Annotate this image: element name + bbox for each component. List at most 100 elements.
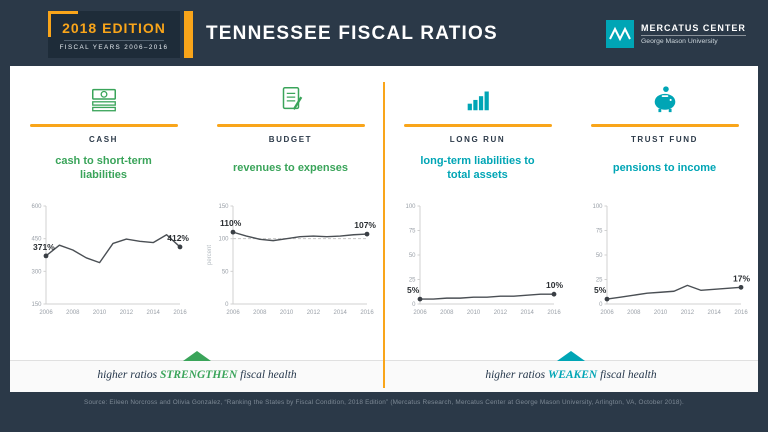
svg-text:2016: 2016: [173, 310, 187, 316]
metric-title: revenues to expenses: [233, 162, 348, 175]
fiscal-years-label: FISCAL YEARS 2006–2016: [59, 44, 169, 51]
category-label: BUDGET: [268, 135, 313, 144]
svg-text:100: 100: [218, 237, 229, 243]
svg-text:2010: 2010: [653, 310, 667, 316]
svg-text:10%: 10%: [545, 280, 562, 290]
svg-text:2012: 2012: [493, 310, 507, 316]
svg-text:2014: 2014: [333, 310, 347, 316]
svg-text:50: 50: [408, 253, 415, 259]
edition-divider: [64, 40, 164, 41]
half-divider: [383, 82, 385, 388]
svg-text:2010: 2010: [279, 310, 293, 316]
logo-subtitle: George Mason University: [641, 35, 746, 45]
footnote-text: fiscal health: [237, 369, 297, 381]
svg-text:25: 25: [595, 278, 602, 284]
svg-text:100: 100: [405, 204, 416, 210]
mercatus-logo-icon: [606, 20, 634, 48]
svg-text:2008: 2008: [627, 310, 641, 316]
bar-chart-icon: [384, 84, 571, 114]
weaken-footnote: higher ratios WEAKEN fiscal health: [384, 369, 758, 381]
strengthen-pointer: [183, 351, 211, 361]
svg-text:25: 25: [408, 278, 415, 284]
svg-text:412%: 412%: [167, 233, 189, 243]
svg-text:2012: 2012: [306, 310, 320, 316]
column-cash: CASH cash to short-term liabilities 150 3…: [10, 66, 197, 360]
svg-text:150: 150: [218, 204, 229, 210]
yellow-accent-bar: [184, 11, 193, 58]
mercatus-logo: MERCATUS CENTER George Mason University: [606, 20, 746, 48]
svg-text:17%: 17%: [732, 273, 749, 283]
column-underline: [29, 124, 178, 127]
svg-text:2006: 2006: [39, 310, 53, 316]
svg-text:2008: 2008: [66, 310, 80, 316]
svg-text:2006: 2006: [413, 310, 427, 316]
svg-text:2014: 2014: [707, 310, 721, 316]
svg-text:100: 100: [592, 204, 603, 210]
svg-text:2008: 2008: [440, 310, 454, 316]
svg-text:5%: 5%: [594, 285, 607, 295]
source-citation: Source: Eileen Norcross and Olivia Gonza…: [84, 399, 684, 406]
svg-text:2016: 2016: [360, 310, 374, 316]
column-underline: [216, 124, 365, 127]
svg-text:2012: 2012: [680, 310, 694, 316]
svg-text:2006: 2006: [226, 310, 240, 316]
svg-text:50: 50: [595, 253, 602, 259]
category-label: LONG RUN: [449, 135, 506, 144]
svg-text:600: 600: [31, 204, 42, 210]
trust-fund-ratio-chart: 0 25 50 75 100 2006 2008 2010 2012 2014 2016 5% 17%: [592, 204, 750, 316]
svg-text:2006: 2006: [600, 310, 614, 316]
strengthen-word: STRENGTHEN: [159, 369, 238, 381]
page-title: TENNESSEE FISCAL RATIOS: [206, 23, 498, 44]
corner-accent: [48, 11, 51, 37]
column-trust-fund: TRUST FUND pensions to income 0 25 50 75 100…: [571, 66, 758, 360]
edition-label: 2018 EDITION: [62, 20, 166, 36]
logo-name: MERCATUS CENTER: [641, 23, 746, 33]
weaken-word: WEAKEN: [547, 369, 598, 381]
footnote-text: higher ratios: [485, 369, 548, 381]
svg-text:50: 50: [221, 269, 228, 275]
long-run-ratio-chart: 0 25 50 75 100 2006 2008 2010 2012 2014 2016 5% 10%: [405, 204, 563, 316]
svg-text:2012: 2012: [119, 310, 133, 316]
svg-text:300: 300: [31, 269, 42, 275]
svg-text:450: 450: [31, 237, 42, 243]
svg-text:2016: 2016: [734, 310, 748, 316]
budget-icon: [197, 84, 384, 114]
column-underline: [403, 124, 552, 127]
svg-text:0: 0: [225, 302, 229, 308]
cash-ratio-chart: 150 300 450 600 2006 2008 2010 2012 2014 2016 371%…: [31, 204, 189, 316]
footnote-text: fiscal health: [597, 369, 657, 381]
corner-accent: [48, 11, 78, 14]
svg-text:5%: 5%: [407, 285, 420, 295]
svg-text:0: 0: [412, 302, 416, 308]
edition-box: 2018 EDITION FISCAL YEARS 2006–2016: [48, 11, 180, 58]
svg-text:110%: 110%: [220, 218, 242, 228]
cash-icon: [10, 84, 197, 114]
svg-text:107%: 107%: [354, 220, 376, 230]
svg-text:75: 75: [408, 229, 415, 235]
svg-text:371%: 371%: [33, 242, 55, 252]
weaken-pointer: [557, 351, 585, 361]
svg-text:2010: 2010: [92, 310, 106, 316]
budget-ratio-chart: 0 50 100 150 2006 2008 2010 2012 2014 2016 percent…: [207, 204, 376, 316]
piggy-bank-icon: [571, 84, 758, 114]
metric-title: pensions to income: [612, 162, 717, 175]
metric-title: cash to short-term liabilities: [55, 155, 152, 181]
category-label: CASH: [88, 135, 119, 144]
column-budget: BUDGET revenues to expenses 0 50 100 150 200…: [197, 66, 384, 360]
svg-text:75: 75: [595, 229, 602, 235]
svg-text:2014: 2014: [146, 310, 160, 316]
category-label: TRUST FUND: [630, 135, 699, 144]
svg-text:2008: 2008: [253, 310, 267, 316]
column-underline: [590, 124, 739, 127]
svg-text:2016: 2016: [547, 310, 561, 316]
svg-text:2014: 2014: [520, 310, 534, 316]
svg-text:150: 150: [31, 302, 42, 308]
metric-title: long-term liabilities to total assets: [420, 155, 535, 181]
column-long-run: LONG RUN long-term liabilities to total …: [384, 66, 571, 360]
svg-text:percent: percent: [207, 245, 213, 265]
svg-text:2010: 2010: [466, 310, 480, 316]
footnote-text: higher ratios: [97, 369, 160, 381]
strengthen-footnote: higher ratios STRENGTHEN fiscal health: [10, 369, 384, 381]
svg-text:0: 0: [599, 302, 603, 308]
